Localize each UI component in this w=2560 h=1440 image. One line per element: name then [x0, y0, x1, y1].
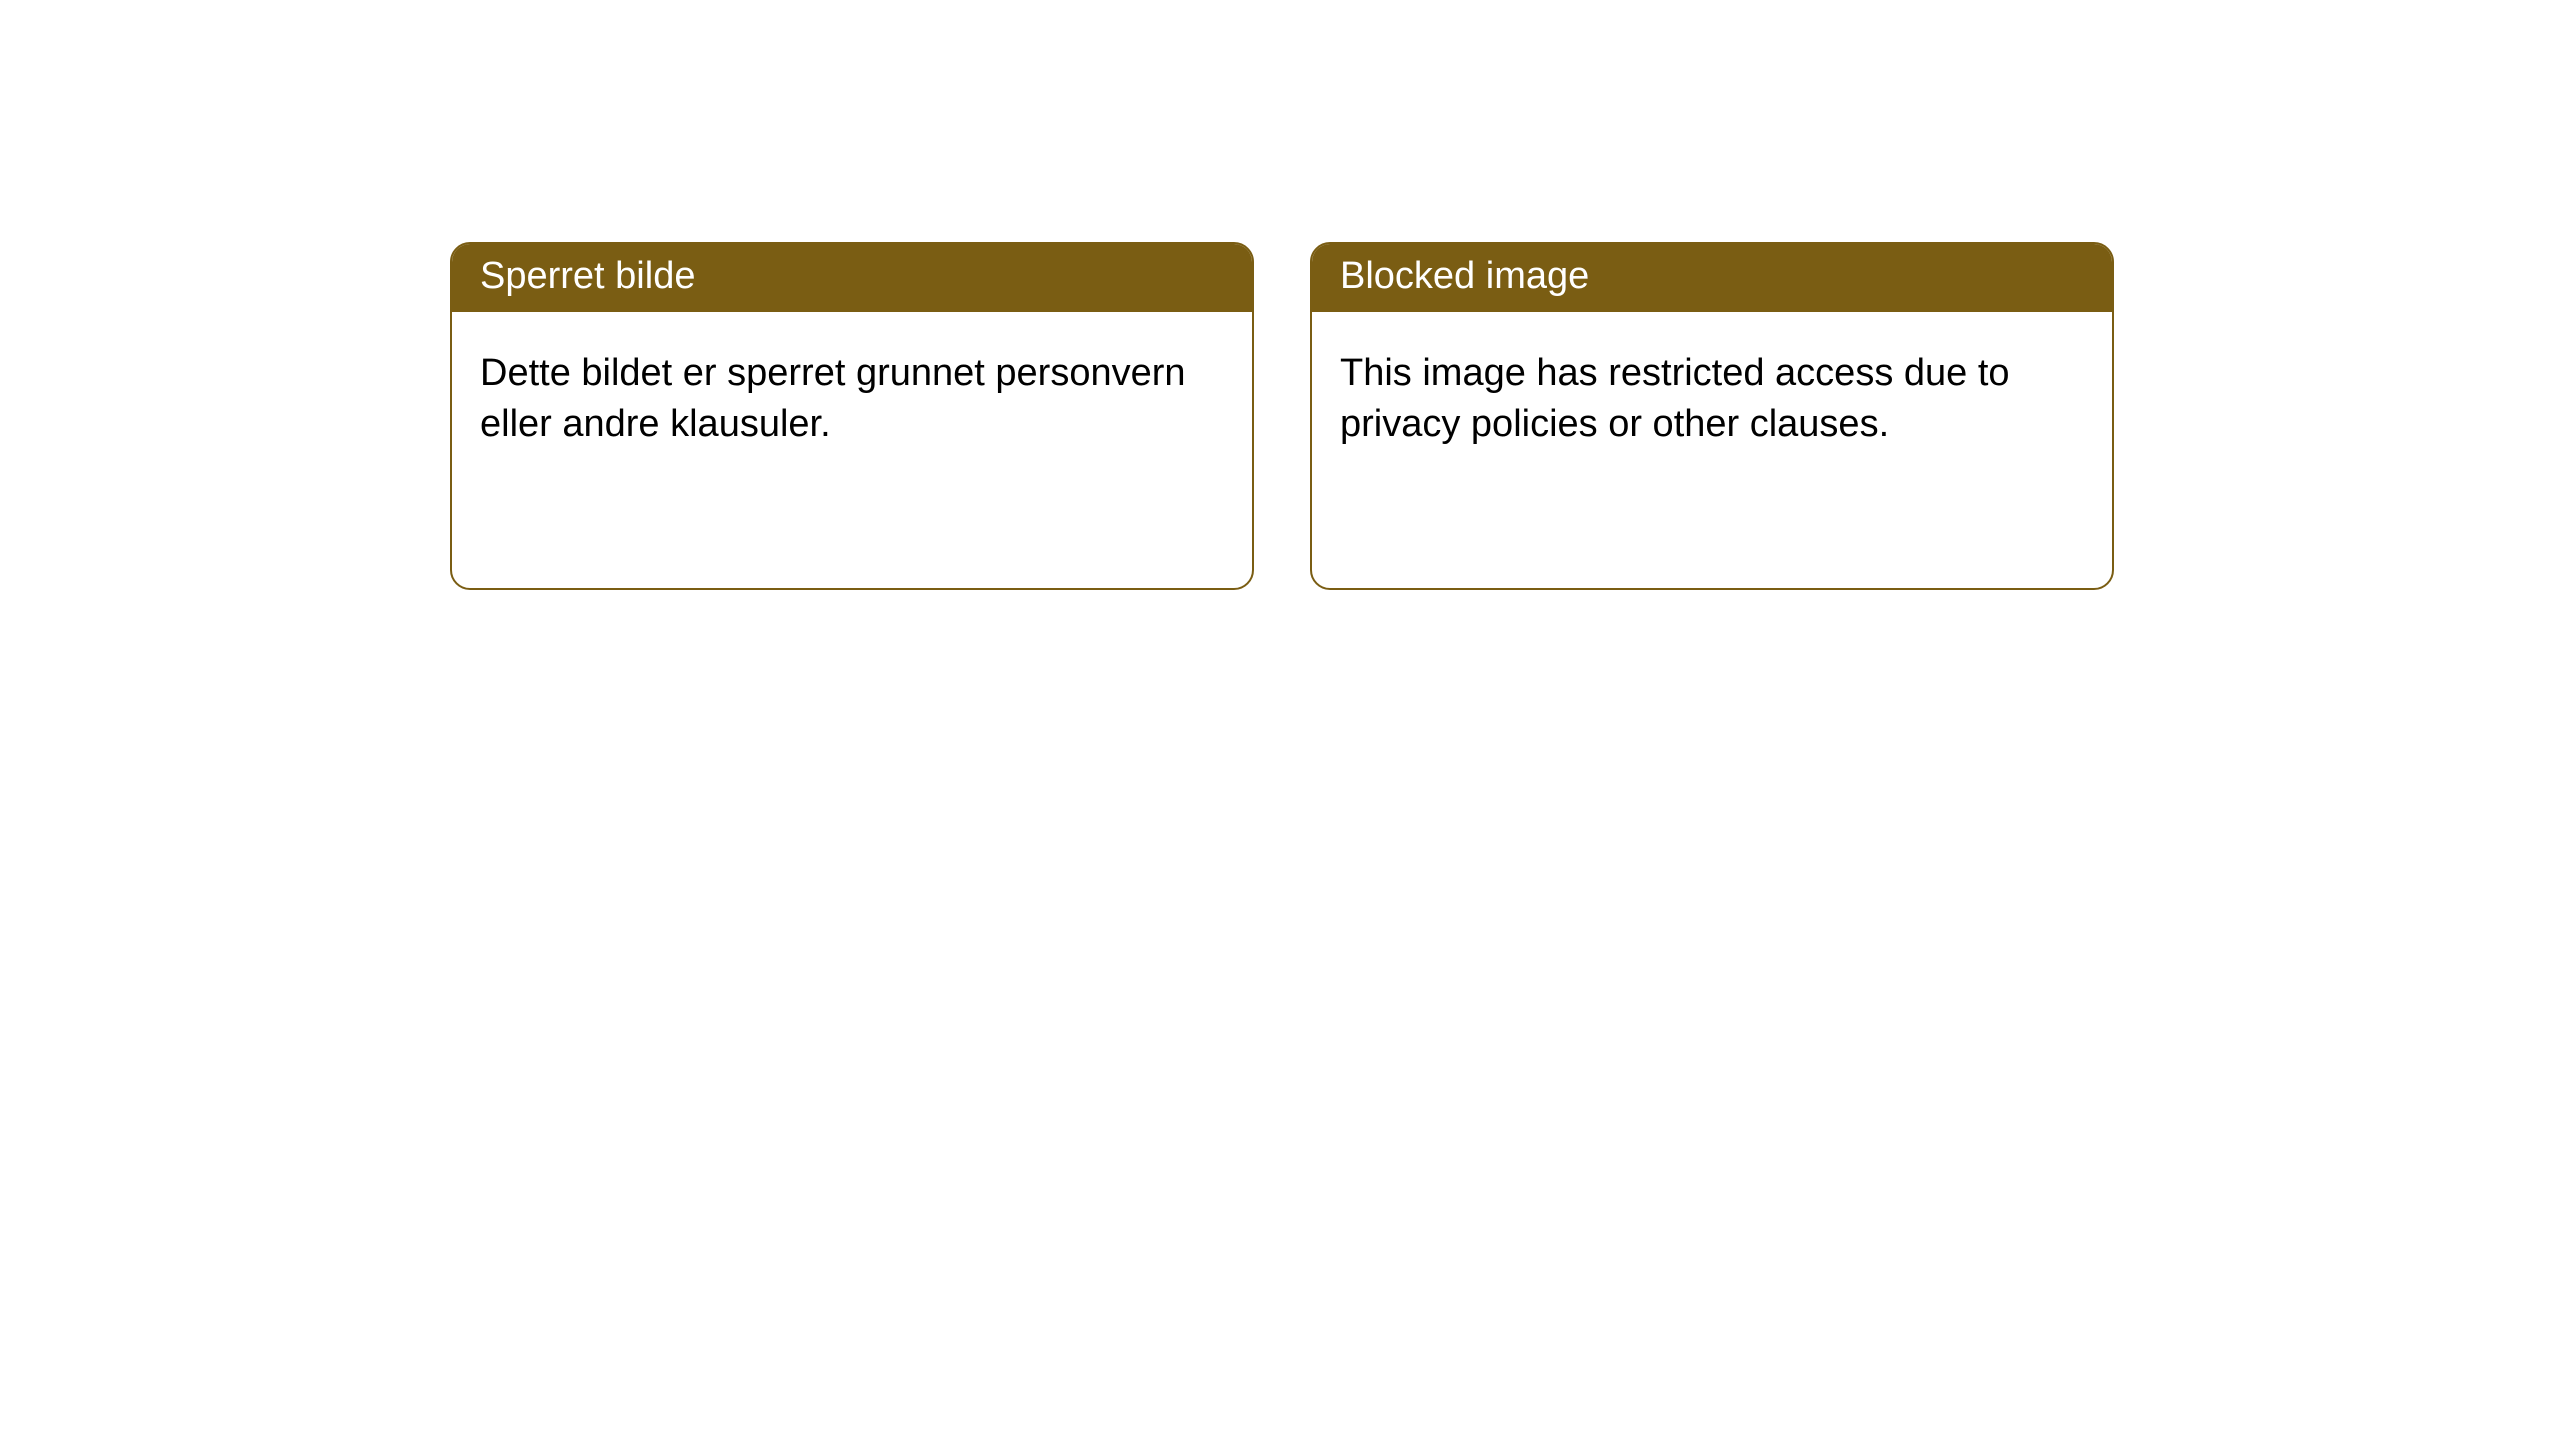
card-body-english: This image has restricted access due to … — [1312, 312, 2112, 588]
card-body-norwegian: Dette bildet er sperret grunnet personve… — [452, 312, 1252, 588]
blocked-image-card-norwegian: Sperret bilde Dette bildet er sperret gr… — [450, 242, 1254, 590]
card-header-english: Blocked image — [1312, 244, 2112, 312]
notice-container: Sperret bilde Dette bildet er sperret gr… — [0, 0, 2560, 590]
blocked-image-card-english: Blocked image This image has restricted … — [1310, 242, 2114, 590]
card-header-norwegian: Sperret bilde — [452, 244, 1252, 312]
